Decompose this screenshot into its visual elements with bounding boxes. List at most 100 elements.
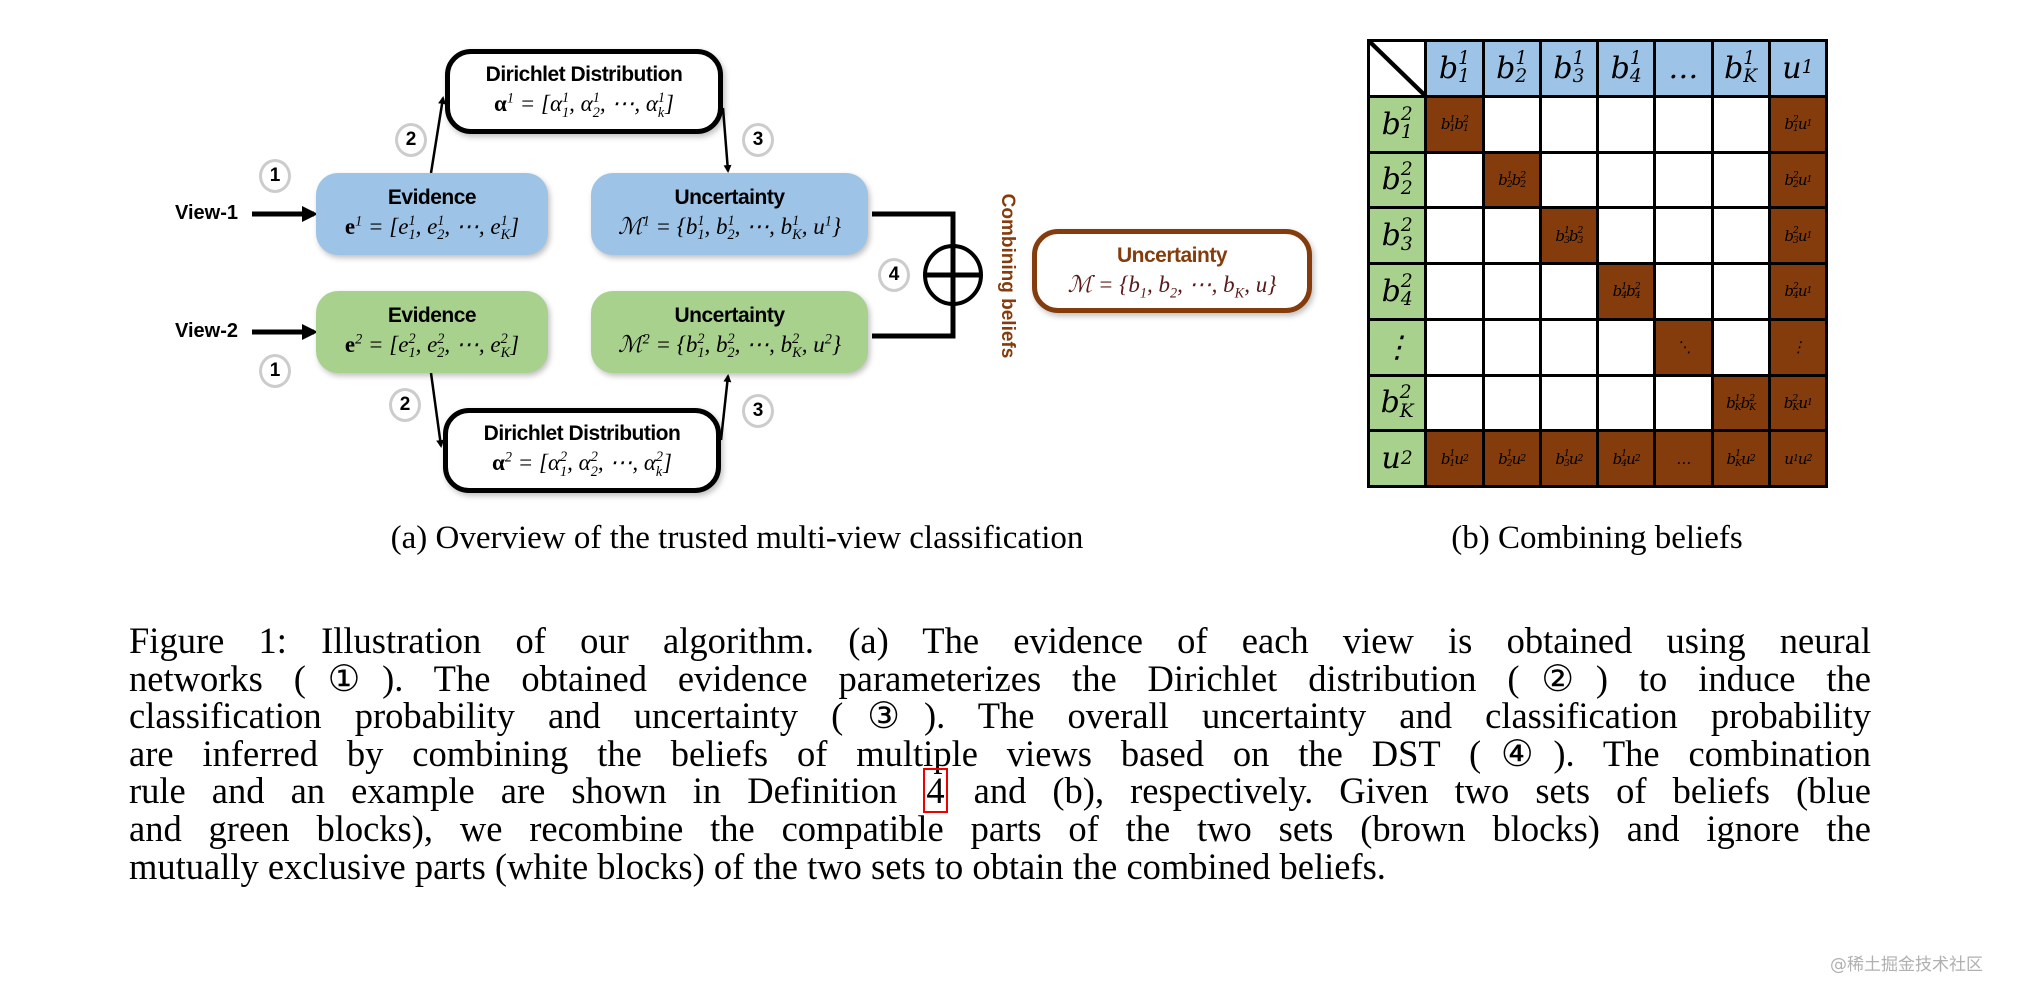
- exclusive-belief-cell: [1541, 97, 1596, 151]
- compatible-belief-cell: b_{K}^{1}u^{2}: [1713, 432, 1768, 485]
- evidence2-to-dirichlet2-arrow: [429, 372, 445, 448]
- uncertainty2-connector: [872, 304, 956, 339]
- exclusive-belief-cell: [1427, 153, 1482, 207]
- exclusive-belief-cell: [1599, 320, 1654, 374]
- matrix-row-header: u^{2}: [1370, 432, 1425, 485]
- view1-label: View-1: [175, 202, 238, 224]
- caption-line: and green blocks), we recombine the comp…: [129, 807, 1871, 849]
- matrix-col-header: b_{2}^{1}: [1484, 42, 1539, 95]
- dirichlet2-formula: **α**^{2} = [α_{1}^{2}, α_{2}^{2}, ⋯, α_…: [492, 449, 672, 480]
- exclusive-belief-cell: [1713, 265, 1768, 318]
- exclusive-belief-cell: [1484, 97, 1539, 151]
- combined-title: Uncertainty: [1116, 244, 1228, 267]
- evidence-box-view2: Evidence **e**^{2} = [e_{1}^{2}, e_{2}^{…: [316, 291, 548, 373]
- exclusive-belief-cell: [1713, 153, 1768, 207]
- compatible-belief-cell: b_{2}^{1}b_{2}^{2}: [1484, 153, 1539, 207]
- diagonal-line: [1370, 42, 1425, 95]
- matrix-col-header: …: [1656, 42, 1711, 95]
- step-1-badge: 1: [259, 159, 291, 193]
- matrix-row-header: ⋮: [1370, 320, 1425, 374]
- caption-line: mutually exclusive parts (white blocks) …: [129, 845, 1386, 887]
- definition-link[interactable]: 4: [923, 768, 948, 814]
- compatible-belief-cell: b_{K}^{1}b_{K}^{2}: [1713, 376, 1768, 430]
- exclusive-belief-cell: [1427, 320, 1482, 374]
- caption-b: (b) Combining beliefs: [1451, 520, 1743, 556]
- exclusive-belief-cell: [1656, 153, 1711, 207]
- evidence-title: Evidence: [387, 185, 477, 209]
- uncertainty-box-view1: Uncertainty ℳ^{1} = {b_{1}^{1}, b_{2}^{1…: [591, 173, 868, 255]
- compatible-belief-cell: b_{4}^{1}u^{2}: [1599, 432, 1654, 485]
- compatible-belief-cell: u^{1}u^{2}: [1770, 432, 1825, 485]
- exclusive-belief-cell: [1541, 153, 1596, 207]
- compatible-belief-cell: b_{3}^{1}b_{3}^{2}: [1541, 209, 1596, 262]
- exclusive-belief-cell: [1541, 376, 1596, 430]
- exclusive-belief-cell: [1484, 209, 1539, 262]
- compatible-belief-cell: ⋮: [1770, 320, 1825, 374]
- matrix-col-header: b_{K}^{1}: [1713, 42, 1768, 95]
- caption-line: are inferred by combining the beliefs of…: [129, 732, 1871, 774]
- compatible-belief-cell: b_{1}^{2}u^{1}: [1770, 97, 1825, 151]
- exclusive-belief-cell: [1599, 376, 1654, 430]
- uncertainty-title: Uncertainty: [674, 303, 785, 327]
- caption-line: Figure 1: Illustration of our algorithm.…: [129, 620, 1871, 661]
- compatible-belief-cell: b_{1}^{1}b_{1}^{2}: [1427, 97, 1482, 151]
- matrix-row-header: b_{3}^{2}: [1370, 209, 1425, 262]
- caption-line: networks (①). The obtained evidence para…: [129, 657, 1871, 699]
- caption-line: classification probability and uncertain…: [129, 695, 1871, 737]
- compatible-belief-cell: b_{2}^{2}u^{1}: [1770, 153, 1825, 207]
- uncertainty-box-view2: Uncertainty ℳ^{2} = {b_{1}^{2}, b_{2}^{2…: [591, 291, 868, 373]
- caption-text: and (b), respectively. Given two sets of…: [947, 770, 1871, 812]
- exclusive-belief-cell: [1599, 153, 1654, 207]
- exclusive-belief-cell: [1427, 265, 1482, 318]
- exclusive-belief-cell: [1541, 320, 1596, 374]
- compatible-belief-cell: b_{K}^{2}u^{1}: [1770, 376, 1825, 430]
- dirichlet1-to-uncertainty1-arrow: [721, 107, 732, 173]
- step-1-badge: 1: [259, 354, 291, 388]
- evidence2-formula: **e**^{2} = [e_{1}^{2}, e_{2}^{2}, ⋯, e_…: [344, 330, 520, 362]
- matrix-col-header: b_{1}^{1}: [1427, 42, 1482, 95]
- uncertainty1-connector: [872, 211, 956, 246]
- dirichlet-box-view1: Dirichlet Distribution **α**^{1} = [α_{1…: [445, 49, 723, 134]
- caption-text: rule and an example are shown in Definit…: [129, 770, 924, 812]
- compatible-belief-cell: …: [1656, 432, 1711, 485]
- step-4-badge: 4: [878, 258, 910, 292]
- matrix-row-header: b_{4}^{2}: [1370, 265, 1425, 318]
- exclusive-belief-cell: [1656, 97, 1711, 151]
- step-2-badge: 2: [395, 123, 427, 157]
- exclusive-belief-cell: [1427, 209, 1482, 262]
- combined-formula: ℳ = {b_{1}, b_{2}, ⋯, b_{K}, u}: [1067, 272, 1277, 302]
- belief-combination-matrix: b_{1}^{1}b_{2}^{1}b_{3}^{1}b_{4}^{1}…b_{…: [1367, 39, 1828, 488]
- uncertainty1-formula: ℳ^{1} = {b_{1}^{1}, b_{2}^{1}, ⋯, b_{K}^…: [617, 212, 842, 244]
- matrix-row-header: b_{K}^{2}: [1370, 376, 1425, 430]
- figure-caption: Figure 1: Illustration of our algorithm.…: [129, 622, 1871, 885]
- uncertainty-title: Uncertainty: [674, 185, 785, 209]
- exclusive-belief-cell: [1713, 97, 1768, 151]
- exclusive-belief-cell: [1541, 265, 1596, 318]
- dirichlet1-formula: **α**^{1} = [α_{1}^{1}, α_{2}^{1}, ⋯, α_…: [494, 90, 674, 121]
- oplus-icon: [923, 244, 983, 306]
- compatible-belief-cell: b_{4}^{2}u^{1}: [1770, 265, 1825, 318]
- step-3-badge: 3: [742, 394, 774, 428]
- dirichlet-title: Dirichlet Distribution: [485, 63, 683, 86]
- compatible-belief-cell: b_{3}^{1}u^{2}: [1541, 432, 1596, 485]
- compatible-belief-cell: b_{1}^{1}u^{2}: [1427, 432, 1482, 485]
- exclusive-belief-cell: [1656, 209, 1711, 262]
- exclusive-belief-cell: [1484, 265, 1539, 318]
- evidence-box-view1: Evidence **e**^{1} = [e_{1}^{1}, e_{2}^{…: [316, 173, 548, 255]
- compatible-belief-cell: b_{3}^{2}u^{1}: [1770, 209, 1825, 262]
- matrix-col-header: b_{4}^{1}: [1599, 42, 1654, 95]
- exclusive-belief-cell: [1656, 376, 1711, 430]
- combining-beliefs-label: Combining beliefs: [997, 193, 1018, 359]
- step-2-badge: 2: [389, 388, 421, 422]
- dirichlet-title: Dirichlet Distribution: [483, 422, 681, 445]
- matrix-row-header: b_{1}^{2}: [1370, 97, 1425, 151]
- exclusive-belief-cell: [1713, 209, 1768, 262]
- compatible-belief-cell: b_{2}^{1}u^{2}: [1484, 432, 1539, 485]
- exclusive-belief-cell: [1656, 265, 1711, 318]
- exclusive-belief-cell: [1599, 209, 1654, 262]
- evidence1-formula: **e**^{1} = [e_{1}^{1}, e_{2}^{1}, ⋯, e_…: [344, 212, 520, 244]
- diagram-connectors: [252, 96, 983, 448]
- caption-line: rule and an example are shown in Definit…: [129, 768, 1871, 814]
- dirichlet-box-view2: Dirichlet Distribution **α**^{2} = [α_{1…: [443, 408, 721, 493]
- watermark: @稀土掘金技术社区: [1830, 955, 1983, 975]
